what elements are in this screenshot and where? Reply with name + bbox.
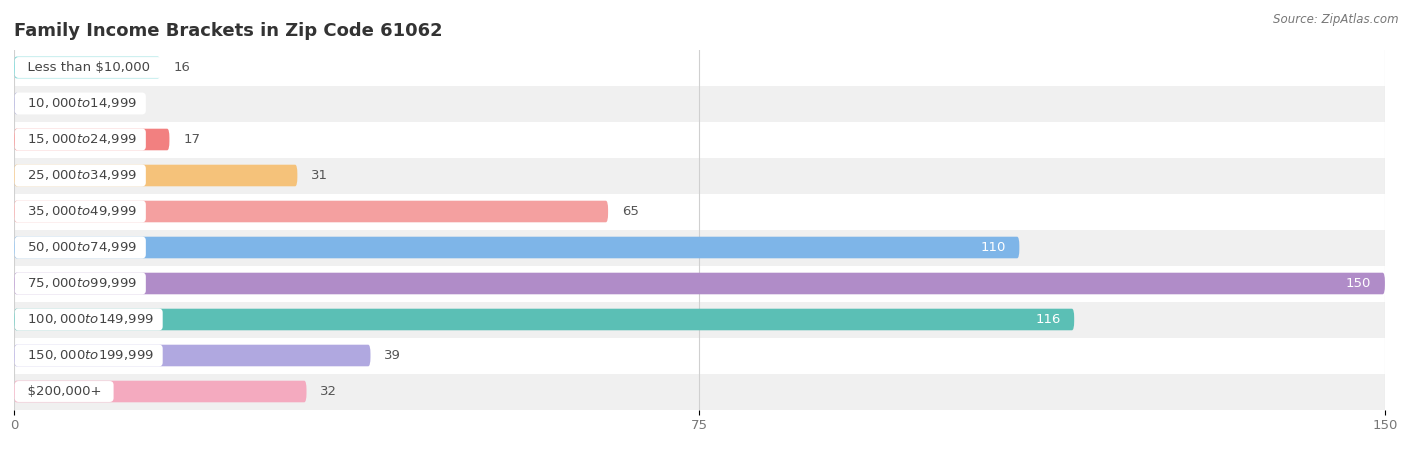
Bar — [0, 374, 1406, 410]
FancyBboxPatch shape — [14, 57, 160, 78]
Text: 0: 0 — [32, 97, 41, 110]
Bar — [0, 230, 1406, 266]
FancyBboxPatch shape — [14, 165, 298, 186]
Bar — [0, 50, 1406, 86]
Text: Less than $10,000: Less than $10,000 — [18, 61, 157, 74]
FancyBboxPatch shape — [14, 201, 609, 222]
Text: Source: ZipAtlas.com: Source: ZipAtlas.com — [1274, 14, 1399, 27]
Text: $75,000 to $99,999: $75,000 to $99,999 — [18, 276, 142, 291]
Text: 150: 150 — [1346, 277, 1371, 290]
Bar — [0, 194, 1406, 230]
FancyBboxPatch shape — [14, 129, 170, 150]
Text: 32: 32 — [321, 385, 337, 398]
Text: 17: 17 — [183, 133, 200, 146]
Text: 65: 65 — [621, 205, 638, 218]
Text: $50,000 to $74,999: $50,000 to $74,999 — [18, 240, 142, 255]
Bar — [0, 158, 1406, 194]
Text: $25,000 to $34,999: $25,000 to $34,999 — [18, 168, 142, 183]
FancyBboxPatch shape — [14, 381, 307, 402]
Text: 16: 16 — [174, 61, 191, 74]
Bar — [0, 266, 1406, 302]
FancyBboxPatch shape — [14, 273, 1385, 294]
FancyBboxPatch shape — [14, 93, 18, 114]
Text: $10,000 to $14,999: $10,000 to $14,999 — [18, 96, 142, 111]
FancyBboxPatch shape — [14, 237, 1019, 258]
Bar — [0, 302, 1406, 338]
Text: 39: 39 — [384, 349, 401, 362]
Text: $150,000 to $199,999: $150,000 to $199,999 — [18, 348, 159, 363]
Bar — [0, 338, 1406, 374]
Text: $35,000 to $49,999: $35,000 to $49,999 — [18, 204, 142, 219]
Text: $100,000 to $149,999: $100,000 to $149,999 — [18, 312, 159, 327]
Bar — [0, 122, 1406, 158]
FancyBboxPatch shape — [14, 309, 1074, 330]
Text: 116: 116 — [1035, 313, 1060, 326]
Text: $200,000+: $200,000+ — [18, 385, 110, 398]
Bar — [0, 86, 1406, 122]
Text: 110: 110 — [980, 241, 1005, 254]
Text: 31: 31 — [311, 169, 328, 182]
FancyBboxPatch shape — [14, 345, 371, 366]
Text: Family Income Brackets in Zip Code 61062: Family Income Brackets in Zip Code 61062 — [14, 22, 443, 40]
Text: $15,000 to $24,999: $15,000 to $24,999 — [18, 132, 142, 147]
